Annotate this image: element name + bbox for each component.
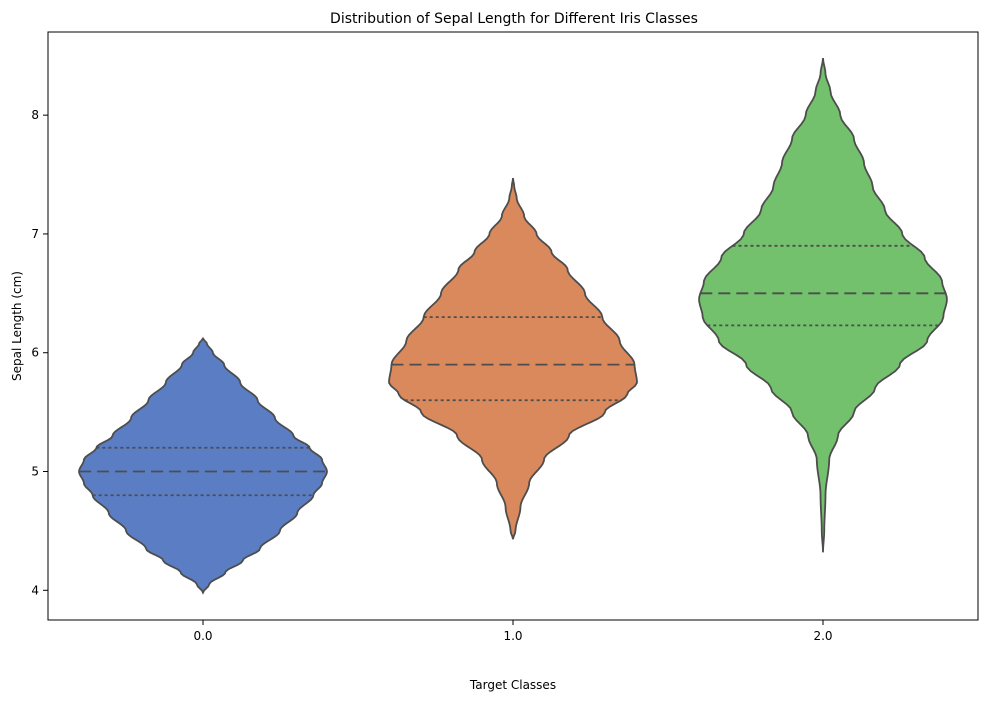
x-tick-label: 2.0	[813, 629, 832, 643]
y-axis-ticks: 4 5 6 7 8	[31, 108, 48, 597]
chart-title: Distribution of Sepal Length for Differe…	[330, 11, 698, 27]
plot-frame	[47, 31, 979, 621]
y-tick-label: 7	[31, 227, 39, 241]
y-tick-label: 8	[31, 108, 39, 122]
violin-body	[78, 336, 328, 595]
y-tick-label: 6	[31, 346, 39, 360]
violin-2.0	[698, 58, 948, 553]
violin-0.0	[78, 336, 328, 595]
violin-body	[388, 178, 638, 540]
x-tick-label: 0.0	[193, 629, 212, 643]
violin-1.0	[388, 178, 638, 540]
y-tick-label: 5	[31, 465, 39, 479]
x-axis-ticks: 0.0 1.0 2.0	[193, 620, 833, 643]
violins-group	[78, 58, 948, 595]
y-axis-label: Sepal Length (cm)	[10, 271, 24, 381]
violin-body	[698, 58, 948, 553]
y-tick-label: 4	[31, 583, 39, 597]
x-axis-label: Target Classes	[469, 678, 556, 692]
x-tick-label: 1.0	[503, 629, 522, 643]
